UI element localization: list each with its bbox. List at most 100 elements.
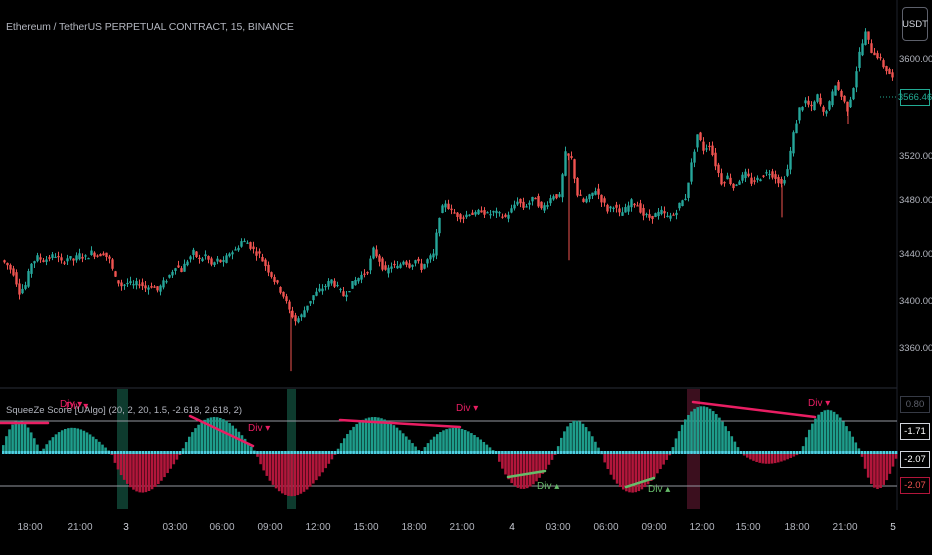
zero-line-dot <box>668 451 672 454</box>
zero-line-dot <box>687 451 690 454</box>
zero-line-dot <box>801 451 805 454</box>
histogram-bar <box>234 428 238 453</box>
zero-line-dot <box>891 451 895 454</box>
candle-body <box>18 283 21 295</box>
candle-body <box>411 264 414 267</box>
histogram-bar <box>262 453 265 471</box>
zero-line-dot <box>73 451 76 454</box>
histogram-bar <box>826 409 830 453</box>
zero-line-dot <box>265 451 269 454</box>
zero-line-dot <box>234 451 238 454</box>
zero-line-dot <box>91 451 95 454</box>
candle-body <box>228 253 231 257</box>
histogram-bar <box>169 453 172 469</box>
candle-body <box>549 198 552 204</box>
candle-body <box>732 183 735 189</box>
zero-line-dot <box>690 451 693 454</box>
candle-body <box>819 97 822 105</box>
zero-line-dot <box>842 451 845 454</box>
zero-line-dot <box>482 451 486 454</box>
candle-body <box>105 252 108 257</box>
currency-button[interactable]: USDT <box>902 7 928 41</box>
zero-line-dot <box>631 451 634 454</box>
histogram-bar <box>302 453 306 492</box>
candle-body <box>12 268 15 276</box>
indicator-title: SqueeZe Score [UAlgo] (20, 2, 20, 1.5, -… <box>6 405 243 416</box>
zero-line-dot <box>826 451 830 454</box>
zero-line-dot <box>392 451 396 454</box>
time-axis-label: 06:00 <box>593 522 619 533</box>
zero-line-dot <box>563 451 566 454</box>
histogram-bar <box>200 421 203 453</box>
candle-body <box>609 206 612 209</box>
histogram-bar <box>29 432 33 453</box>
candle-body <box>891 72 894 78</box>
histogram-bar <box>578 421 582 453</box>
histogram-bar <box>250 446 253 453</box>
squeeze-zone <box>287 389 296 509</box>
candle-body <box>36 255 39 262</box>
zero-line-dot <box>708 451 712 454</box>
candle-body <box>342 291 345 297</box>
histogram-bar <box>749 453 752 460</box>
candle-body <box>48 257 51 259</box>
zero-line-dot <box>135 451 138 454</box>
candle-body <box>336 284 339 287</box>
zero-line-dot <box>104 451 107 454</box>
zero-line-dot <box>866 451 870 454</box>
histogram-bar <box>792 453 796 457</box>
candle-body <box>24 285 27 289</box>
zero-line-dot <box>361 451 365 454</box>
zero-line-dot <box>253 451 256 454</box>
candle-body <box>858 51 861 68</box>
zero-line-dot <box>23 451 27 454</box>
candle-body <box>705 148 708 150</box>
zero-line-dot <box>395 451 399 454</box>
histogram-bar <box>680 424 684 453</box>
zero-line-dot <box>848 451 851 454</box>
candle-body <box>168 274 171 278</box>
histogram-bar <box>705 407 709 453</box>
candle-body <box>828 101 831 110</box>
histogram-bar <box>587 431 591 453</box>
candle-body <box>663 211 666 214</box>
zero-line-dot <box>243 451 247 454</box>
zero-line-dot <box>498 451 501 454</box>
candle-body <box>885 66 888 72</box>
histogram-bar <box>57 432 61 453</box>
histogram-bar <box>321 453 324 473</box>
candle-body <box>495 210 498 214</box>
zero-line-dot <box>271 451 275 454</box>
zero-line-dot <box>370 451 374 454</box>
candle-body <box>315 291 318 296</box>
histogram-bar <box>460 428 464 453</box>
zero-line-dot <box>48 451 52 454</box>
zero-line-dot <box>336 451 340 454</box>
candle-body <box>78 253 81 260</box>
histogram-bar <box>135 453 138 492</box>
zero-line-dot <box>408 451 411 454</box>
candle-body <box>198 257 201 260</box>
zero-line-dot <box>820 451 823 454</box>
histogram-bar <box>141 453 145 493</box>
price-axis-label: 3400.00 <box>899 296 932 307</box>
candle-body <box>690 162 693 182</box>
candle-body <box>111 259 114 269</box>
zero-line-dot <box>473 451 476 454</box>
candle-body <box>333 280 336 287</box>
histogram-bar <box>684 419 687 453</box>
histogram-bar <box>14 421 17 453</box>
histogram-bar <box>76 428 79 453</box>
histogram-bar <box>476 437 479 453</box>
zero-line-dot <box>60 451 64 454</box>
histogram-bar <box>690 411 693 453</box>
candle-body <box>297 318 300 323</box>
zero-line-dot <box>277 451 281 454</box>
histogram-bar <box>808 429 811 453</box>
histogram-bar <box>894 453 898 459</box>
candle-body <box>150 286 153 288</box>
zero-line-dot <box>835 451 839 454</box>
candle-body <box>465 214 468 218</box>
